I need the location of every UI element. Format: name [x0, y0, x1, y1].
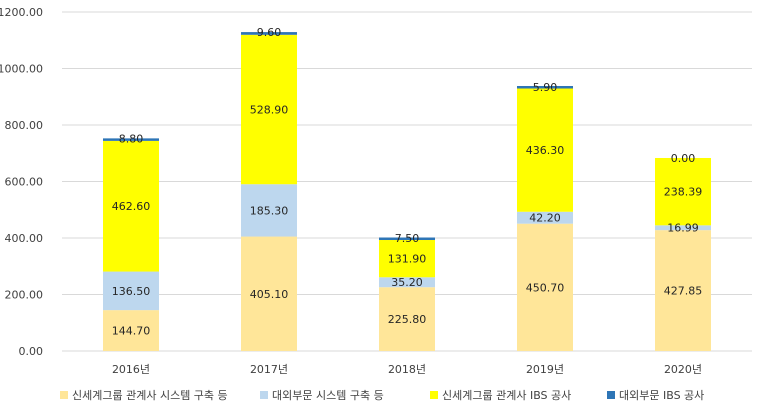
data-label: 5.90 — [533, 81, 558, 94]
data-label: 131.90 — [388, 253, 427, 266]
x-axis-ticks: 2016년 2017년 2018년 2019년 2020년 — [112, 363, 702, 376]
x-tick-label: 2017년 — [250, 363, 288, 376]
bar-segment — [103, 138, 159, 141]
data-label: 42.20 — [529, 212, 561, 225]
bar-segment — [655, 157, 711, 226]
data-label: 9.60 — [257, 26, 282, 39]
legend: 신세계그룹 관계사 시스템 구축 등 대외부문 시스템 구축 등 신세계그룹 관계사… — [60, 389, 704, 402]
data-labels: 144.70 136.50 462.60 8.80 405.10 185.30 528.90… — [112, 26, 703, 337]
legend-label: 신세계그룹 관계사 시스템 구축 등 — [72, 389, 228, 402]
data-label: 238.39 — [664, 186, 703, 199]
y-tick-label: 400.00 — [5, 232, 44, 245]
bar-segment — [241, 32, 297, 35]
bar-segment — [379, 240, 435, 278]
legend-label: 대외부문 시스템 구축 등 — [272, 389, 384, 402]
bars — [103, 32, 711, 351]
legend-swatch — [430, 391, 438, 399]
x-tick-label: 2018년 — [388, 363, 426, 376]
data-label: 136.50 — [112, 285, 151, 298]
y-tick-label: 1200.00 — [0, 6, 43, 19]
legend-label: 신세계그룹 관계사 IBS 공사 — [442, 389, 571, 402]
bar-segment — [517, 86, 573, 89]
data-label: 436.30 — [526, 144, 565, 157]
data-label: 528.90 — [250, 104, 289, 117]
data-label: 427.85 — [664, 285, 703, 298]
data-label: 16.99 — [667, 222, 699, 235]
bar-segment — [241, 34, 297, 185]
y-tick-label: 600.00 — [5, 176, 44, 189]
y-tick-label: 200.00 — [5, 289, 44, 302]
y-tick-label: 1000.00 — [0, 63, 43, 76]
bar-segment — [103, 271, 159, 311]
y-tick-label: 800.00 — [5, 119, 44, 132]
y-axis-ticks: 0.00 200.00 400.00 600.00 800.00 1000.00 1200.… — [0, 6, 43, 358]
data-label: 144.70 — [112, 325, 151, 338]
bar-segment — [655, 230, 711, 351]
bar-segment — [103, 140, 159, 272]
x-tick-label: 2019년 — [526, 363, 564, 376]
bar-segment — [103, 310, 159, 351]
bar-segment — [241, 236, 297, 351]
data-label: 35.20 — [391, 276, 423, 289]
x-tick-label: 2020년 — [664, 363, 702, 376]
bar-segment — [655, 225, 711, 231]
bar-segment — [379, 237, 435, 241]
data-label: 0.00 — [671, 152, 696, 165]
bar-segment — [517, 211, 573, 224]
legend-label: 대외부문 IBS 공사 — [619, 389, 704, 402]
data-label: 185.30 — [250, 204, 289, 217]
legend-swatch — [60, 391, 68, 399]
data-label: 7.50 — [395, 232, 420, 245]
x-tick-label: 2016년 — [112, 363, 150, 376]
bar-segment — [379, 277, 435, 288]
y-tick-label: 0.00 — [19, 345, 44, 358]
data-label: 462.60 — [112, 200, 151, 213]
data-label: 225.80 — [388, 313, 427, 326]
bar-segment — [241, 184, 297, 237]
legend-swatch — [260, 391, 268, 399]
bar-segment — [517, 223, 573, 351]
bar-segment — [379, 287, 435, 351]
data-label: 450.70 — [526, 281, 565, 294]
data-label: 8.80 — [119, 132, 144, 145]
bar-segment — [517, 88, 573, 212]
data-label: 405.10 — [250, 288, 289, 301]
legend-swatch — [607, 391, 615, 399]
